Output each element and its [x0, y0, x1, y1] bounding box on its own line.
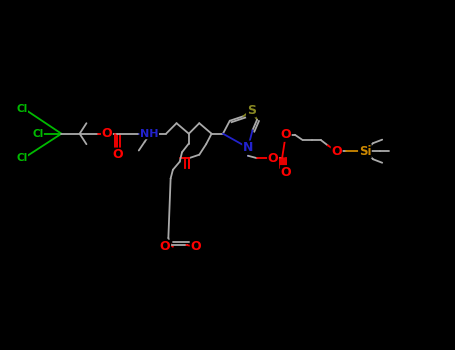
Text: O: O	[112, 148, 123, 161]
Text: Cl: Cl	[32, 129, 43, 139]
Text: Cl: Cl	[16, 104, 27, 114]
Text: O: O	[101, 127, 112, 140]
Text: O: O	[190, 240, 201, 253]
Text: O: O	[160, 240, 171, 253]
Text: O: O	[331, 145, 342, 158]
Text: N: N	[243, 141, 253, 154]
Text: O: O	[280, 128, 291, 141]
Text: NH: NH	[140, 129, 158, 139]
Text: Si: Si	[359, 145, 371, 158]
Text: Cl: Cl	[16, 153, 27, 163]
Text: O: O	[268, 152, 278, 165]
Text: O: O	[280, 166, 291, 179]
Text: S: S	[247, 104, 256, 117]
